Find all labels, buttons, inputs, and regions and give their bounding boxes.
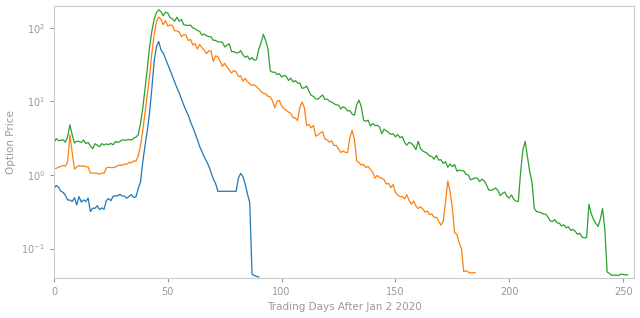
Y-axis label: Option Price: Option Price <box>6 110 15 174</box>
X-axis label: Trading Days After Jan 2 2020: Trading Days After Jan 2 2020 <box>267 302 422 313</box>
